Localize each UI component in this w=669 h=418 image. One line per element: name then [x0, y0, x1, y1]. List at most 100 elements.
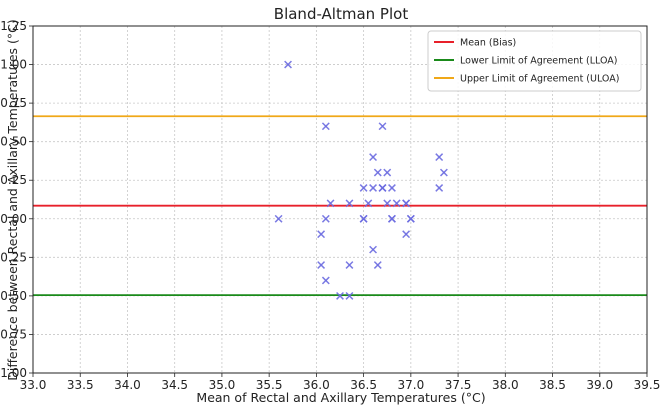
data-point [369, 184, 377, 192]
data-point [317, 261, 326, 269]
data-point-stroke [388, 184, 396, 192]
data-point-stroke [402, 199, 411, 208]
data-point-stroke [369, 245, 377, 254]
x-tick-label: 36.5 [350, 378, 377, 392]
data-point-stroke [369, 153, 377, 162]
data-point [439, 168, 448, 177]
data-point-stroke [326, 199, 335, 208]
legend-item: Mean (Bias) [434, 38, 516, 49]
data-point [326, 199, 335, 208]
data-point-stroke [402, 230, 411, 239]
x-tick-label: 38.5 [539, 378, 566, 392]
data-point [435, 184, 444, 192]
data-point [392, 199, 401, 208]
data-point-stroke [378, 122, 387, 131]
data-point-stroke [321, 122, 330, 131]
data-points [274, 60, 448, 300]
y-tick-label: −1.00 [0, 366, 27, 380]
x-tick-label: 37.5 [445, 378, 472, 392]
data-point [284, 60, 292, 69]
x-tick-label: 39.0 [586, 378, 613, 392]
data-point [378, 122, 387, 131]
data-point-stroke [435, 153, 444, 162]
y-tick-label: −0.75 [0, 327, 27, 341]
data-point-stroke [378, 184, 387, 192]
data-point-stroke [345, 291, 354, 300]
data-point [406, 214, 415, 223]
plot-frame [32, 25, 648, 374]
data-point [373, 261, 382, 269]
data-point-stroke [439, 168, 448, 177]
data-point [321, 122, 330, 131]
chart-title: Bland-Altman Plot [274, 5, 409, 23]
legend-item: Lower Limit of Agreement (LLOA) [434, 56, 617, 67]
x-tick-labels: 33.0 33.5 34.0 34.5 35.0 35.5 36.0 36.5 37.0 37.5… [20, 378, 661, 392]
data-point-stroke [435, 184, 444, 192]
data-point [321, 276, 330, 285]
legend-items: Mean (Bias) Lower Limit of Agreement (LLO… [434, 38, 619, 85]
data-point-stroke [383, 199, 392, 208]
data-point [359, 214, 368, 223]
x-tick-label: 37.0 [397, 378, 424, 392]
data-point-stroke [321, 276, 330, 285]
data-point-stroke [373, 261, 382, 269]
data-point-stroke [284, 60, 292, 69]
data-point [378, 184, 387, 192]
y-axis-title: Difference between Rectal and Axillary T… [5, 19, 20, 381]
y-tick-labels: 1.25 1.00 0.75 0.50 0.25 0.00 −0.25 −0.50 −0.75 −… [0, 19, 27, 380]
legend-item: Upper Limit of Agreement (ULOA) [434, 74, 619, 85]
data-point [402, 230, 411, 239]
x-tick-label: 35.5 [256, 378, 283, 392]
data-point [336, 291, 344, 300]
data-point-stroke [336, 291, 344, 300]
data-point-stroke [345, 261, 354, 269]
x-tick-label: 38.0 [492, 378, 519, 392]
data-point-stroke [359, 214, 368, 223]
data-point [359, 184, 368, 192]
data-point [345, 261, 354, 269]
x-tick-label: 36.0 [303, 378, 330, 392]
data-point-stroke [317, 261, 326, 269]
x-axis-title: Mean of Rectal and Axillary Temperatures… [196, 390, 485, 405]
data-point [345, 199, 354, 208]
legend-label: Upper Limit of Agreement (ULOA) [460, 74, 619, 85]
y-tick-label: 0.75 [0, 96, 27, 110]
data-point-stroke [388, 214, 396, 223]
y-tick-label: 0.00 [0, 212, 27, 226]
y-tick-label: 1.00 [0, 58, 27, 72]
data-point [435, 153, 444, 162]
data-point [369, 153, 377, 162]
data-point [388, 214, 396, 223]
legend: Mean (Bias) Lower Limit of Agreement (LLO… [427, 30, 642, 92]
data-point-stroke [317, 230, 326, 239]
legend-label: Lower Limit of Agreement (LLOA) [460, 56, 617, 67]
x-tick-label: 33.0 [20, 378, 47, 392]
reference-lines [33, 115, 647, 297]
x-tick-label: 34.0 [114, 378, 141, 392]
x-tick-label: 35.0 [209, 378, 236, 392]
y-tick-label: 0.25 [0, 173, 27, 187]
data-point-stroke [406, 214, 415, 223]
x-tick-label: 33.5 [67, 378, 94, 392]
data-point-stroke [373, 168, 382, 177]
data-point [402, 199, 411, 208]
y-tick-label: 1.25 [0, 19, 27, 33]
data-point-stroke [359, 184, 368, 192]
data-point-stroke [364, 199, 373, 208]
data-point-stroke [383, 168, 392, 177]
data-point-stroke [321, 214, 330, 223]
data-point-stroke [274, 214, 283, 223]
y-tick-label: −0.50 [0, 289, 27, 303]
y-tick-label: 0.50 [0, 135, 27, 149]
data-point [369, 245, 377, 254]
data-point [383, 168, 392, 177]
data-point [383, 199, 392, 208]
data-point [274, 214, 283, 223]
data-point [345, 291, 354, 300]
data-point [388, 184, 396, 192]
data-point [321, 214, 330, 223]
data-point-stroke [392, 199, 401, 208]
x-tick-label: 34.5 [161, 378, 188, 392]
